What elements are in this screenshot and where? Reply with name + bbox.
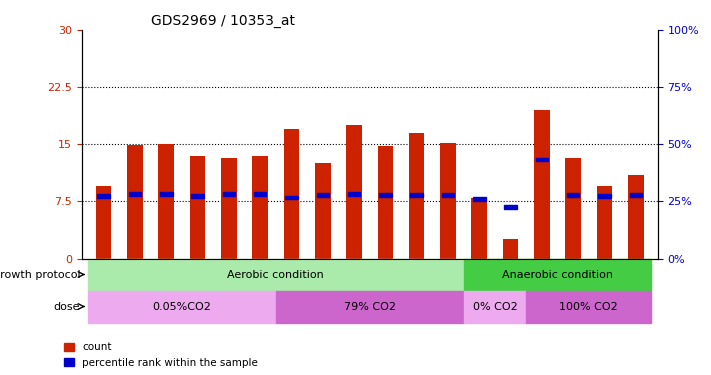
Bar	[276, 291, 464, 322]
Bar	[88, 291, 276, 322]
Bar	[129, 192, 141, 196]
Text: 0% CO2: 0% CO2	[473, 302, 518, 312]
Bar	[464, 258, 651, 291]
Bar	[410, 194, 423, 197]
Bar	[526, 291, 651, 322]
Bar	[223, 192, 235, 196]
Bar	[535, 158, 548, 161]
Bar	[598, 194, 611, 198]
Text: Anaerobic condition: Anaerobic condition	[502, 270, 613, 279]
Bar	[221, 158, 237, 258]
Text: dose: dose	[54, 302, 80, 312]
Bar	[348, 192, 360, 196]
Bar	[565, 158, 581, 258]
Bar	[471, 198, 487, 258]
Bar	[159, 144, 174, 258]
Text: 100% CO2: 100% CO2	[560, 302, 618, 312]
Bar	[464, 291, 526, 322]
Bar	[191, 194, 204, 198]
Bar	[629, 194, 642, 197]
Bar	[127, 145, 143, 258]
Bar	[379, 194, 392, 197]
Bar	[254, 192, 267, 196]
Bar	[628, 175, 643, 258]
Text: 79% CO2: 79% CO2	[343, 302, 396, 312]
Bar	[284, 129, 299, 258]
Bar	[160, 192, 173, 196]
Bar	[378, 146, 393, 258]
Bar	[473, 197, 486, 201]
Bar	[409, 133, 424, 258]
Bar	[190, 156, 205, 258]
Bar	[503, 240, 518, 258]
Bar	[534, 110, 550, 258]
Bar	[88, 258, 464, 291]
Bar	[285, 196, 298, 200]
Text: 0.05%CO2: 0.05%CO2	[152, 302, 211, 312]
Text: Aerobic condition: Aerobic condition	[228, 270, 324, 279]
Bar	[315, 163, 331, 258]
Bar	[252, 156, 268, 258]
Bar	[96, 186, 112, 258]
Bar	[97, 194, 110, 198]
Bar	[504, 205, 517, 209]
Bar	[442, 194, 454, 197]
Bar	[567, 194, 579, 197]
Bar	[440, 143, 456, 258]
Text: GDS2969 / 10353_at: GDS2969 / 10353_at	[151, 13, 295, 28]
Legend: count, percentile rank within the sample: count, percentile rank within the sample	[62, 340, 260, 370]
Bar	[597, 186, 612, 258]
Bar	[346, 125, 362, 258]
Bar	[316, 194, 329, 197]
Text: growth protocol: growth protocol	[0, 270, 80, 279]
